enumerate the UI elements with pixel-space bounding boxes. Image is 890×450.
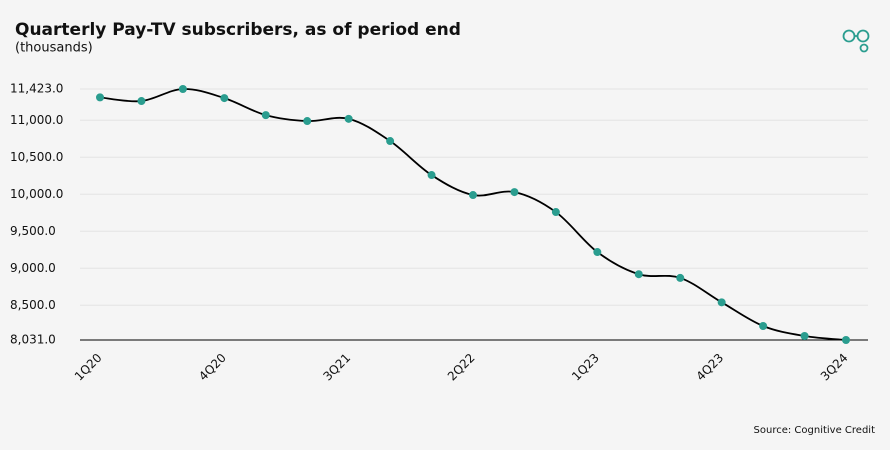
point [634,270,643,279]
y-tick-label: 10,500.0 [10,150,63,164]
point [137,97,146,106]
point [759,322,768,331]
y-tick-label: 11,423.0 [10,82,63,96]
point [386,137,395,146]
y-tick-label: 11,000.0 [10,113,63,127]
logo [842,29,870,53]
point [510,188,519,197]
y-tick-label: 10,000.0 [10,187,63,201]
y-tick-label: 9,500.0 [10,224,56,238]
y-tick-label: 8,500.0 [10,298,56,312]
point [427,171,436,180]
point [261,111,270,120]
point [344,114,353,123]
point [800,332,809,341]
chart-title: Quarterly Pay-TV subscribers, as of peri… [15,20,461,40]
source: Source: Cognitive Credit [754,425,876,436]
point [676,273,685,282]
point [593,248,602,257]
point [178,85,187,93]
point [96,93,104,102]
chart-subtitle: (thousands) [15,41,93,56]
point [717,298,726,307]
point [551,208,560,217]
y-tick-label: 8,031.0 [10,333,56,347]
y-tick-label: 9,000.0 [10,261,56,275]
point [842,336,850,344]
point [303,117,312,126]
point [469,191,477,200]
point [220,94,229,103]
